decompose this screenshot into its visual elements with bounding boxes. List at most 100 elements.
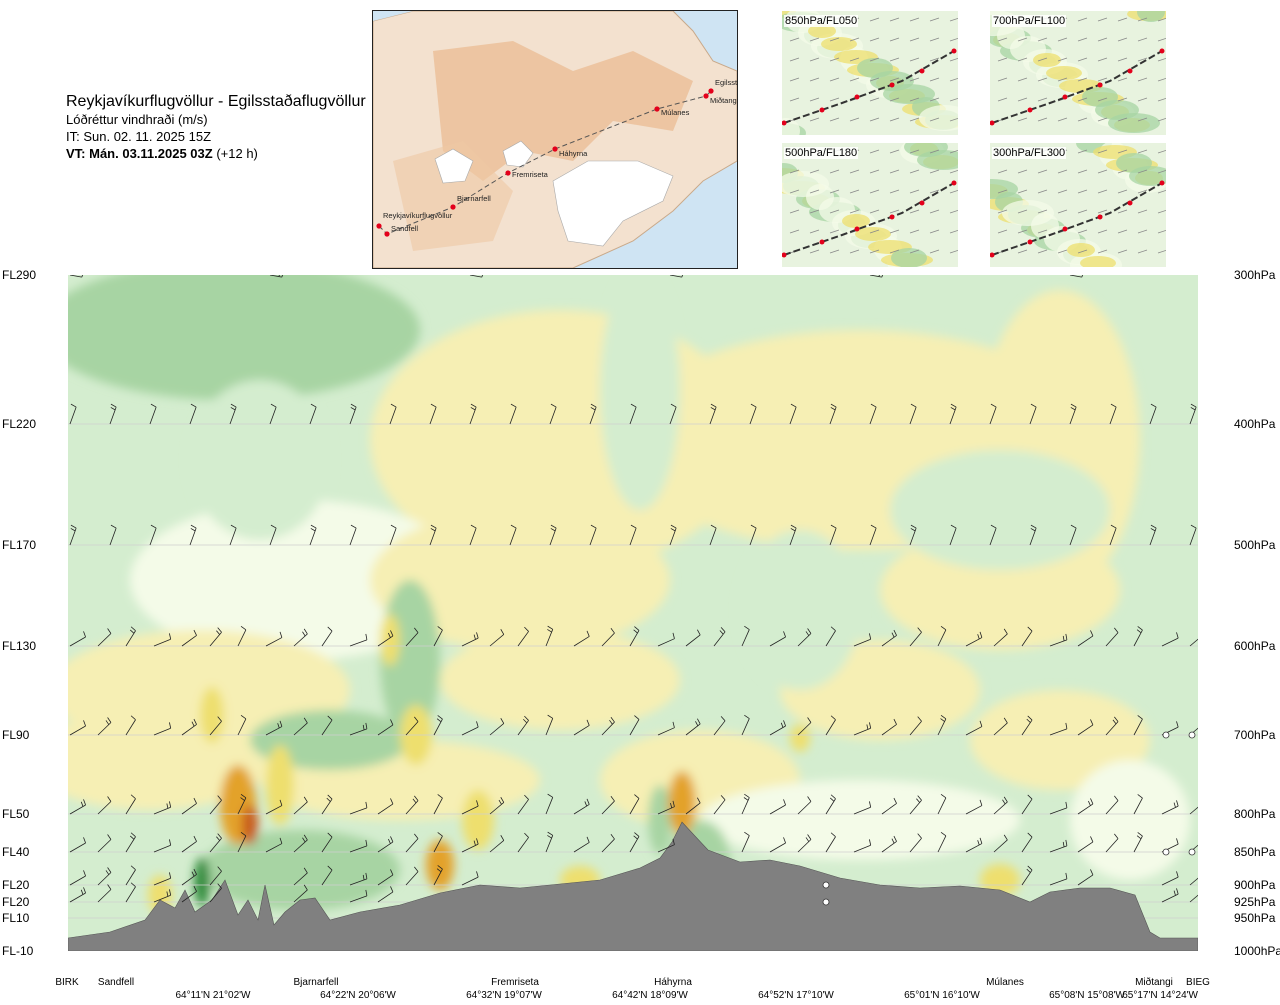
mini-map-barb	[929, 229, 940, 234]
mini-map-waypoint	[889, 214, 895, 220]
wind-barb	[1109, 524, 1117, 546]
route-waypoint-marker	[654, 106, 660, 112]
wind-barb	[509, 403, 517, 425]
mini-map-barb	[1117, 17, 1128, 22]
mini-map-barb	[1137, 229, 1148, 234]
mini-map-barb	[949, 229, 958, 234]
mini-map-barb	[997, 169, 1008, 174]
pressure-level-label: 500hPa	[1234, 538, 1276, 552]
wind-barb	[869, 403, 877, 425]
wind-barb	[909, 833, 922, 853]
wind-barb	[741, 793, 750, 815]
wind-barb	[125, 865, 136, 886]
mini-map-barb	[1137, 37, 1148, 42]
wind-barb	[657, 721, 675, 736]
flight-level-label: FL20	[2, 878, 30, 892]
wind-barb	[209, 795, 222, 815]
wind-barb	[469, 524, 477, 546]
mini-map-barb	[1157, 189, 1166, 194]
flight-level-label: FL90	[2, 728, 30, 742]
wind-barb	[1049, 633, 1068, 647]
mini-map-barb	[1097, 117, 1108, 122]
wind-barb	[1049, 839, 1068, 853]
mini-map-barb	[1037, 57, 1048, 62]
route-waypoint-marker	[708, 88, 714, 94]
mini-map-barb	[1057, 209, 1068, 214]
wind-barb	[573, 719, 590, 736]
wind-barb	[429, 524, 437, 546]
wind-barb	[97, 834, 112, 853]
mini-map-waypoint	[990, 120, 995, 126]
wind-barb	[461, 800, 479, 815]
mini-map-barb	[849, 189, 860, 194]
wind-barb	[949, 524, 957, 546]
mini-map-barb	[1037, 37, 1048, 42]
mini-map-barb	[1157, 249, 1166, 254]
wind-barb	[433, 865, 443, 886]
mini-map-barb	[889, 17, 900, 22]
mini-map-barb	[1157, 149, 1166, 154]
mini-map-barb	[929, 209, 940, 214]
wind-barb	[181, 868, 197, 886]
mini-map-barb	[889, 169, 900, 174]
wind-barb	[829, 403, 837, 425]
vertical-wind-patch	[194, 857, 210, 907]
mini-map-field-patch	[1002, 200, 1054, 226]
map-waypoint-label: Sandfell	[391, 224, 418, 233]
mini-map-barb	[1077, 149, 1088, 154]
flight-level-label: FL170	[2, 538, 36, 552]
mini-map-barb	[869, 57, 880, 62]
mini-map-field-patch	[1116, 153, 1152, 173]
mini-map-barb	[829, 169, 840, 174]
mini-map-field-patch	[990, 179, 1018, 199]
coordinate-label: 65°08'N 15°08'W	[1049, 990, 1125, 1001]
mini-map-barb	[789, 77, 800, 82]
wind-barb	[349, 633, 368, 647]
mini-map-barb	[1117, 57, 1128, 62]
wind-barb	[517, 626, 529, 647]
mini-map-barb	[869, 149, 880, 154]
vertical-wind-patch	[250, 710, 410, 770]
wind-barb	[1149, 403, 1157, 425]
mini-map-barb	[1117, 117, 1128, 122]
mini-map-barb	[1077, 37, 1088, 42]
wind-barb	[321, 865, 333, 886]
mini-map-barb	[1097, 17, 1108, 22]
wind-barb	[69, 403, 77, 425]
wind-barb	[1077, 719, 1094, 736]
mini-map-850-label: 850hPa/FL050	[784, 15, 859, 27]
mini-map-waypoint	[782, 252, 787, 258]
mini-map-500: 500hPa/FL180	[782, 143, 958, 267]
wind-barb	[125, 715, 136, 736]
wind-barb	[433, 794, 443, 815]
wind-barb	[965, 631, 983, 647]
mini-map-barb	[809, 37, 820, 42]
mini-map-barb	[869, 37, 880, 42]
mini-map-barb	[949, 17, 958, 22]
wind-barb	[153, 801, 172, 815]
mini-map-barb	[789, 169, 800, 174]
mini-map-waypoint	[1097, 214, 1103, 220]
mini-map-waypoint	[1127, 68, 1133, 74]
wind-barb	[349, 839, 368, 853]
wind-barb	[549, 524, 557, 546]
wind-barb	[1077, 836, 1094, 853]
mini-map-barb	[1037, 77, 1048, 82]
wind-barb	[545, 831, 554, 853]
mini-map-barb	[1137, 17, 1148, 22]
vertical-wind-patch	[740, 530, 860, 690]
mini-map-barb	[809, 97, 820, 102]
mini-map-barb	[809, 169, 820, 174]
mini-map-barb	[909, 229, 920, 234]
wind-barb	[461, 721, 479, 736]
lead-time: (+12 h)	[216, 146, 258, 161]
wind-barb	[349, 872, 368, 886]
chart-header: Reykjavíkurflugvöllur - Egilsstaðaflugvö…	[66, 92, 366, 162]
mini-map-barb	[949, 169, 958, 174]
wind-barb	[1105, 716, 1119, 736]
mini-map-barb	[869, 229, 880, 234]
wind-barb	[517, 794, 529, 815]
wind-barb	[685, 718, 701, 736]
wind-barb	[237, 625, 247, 647]
wind-barb	[209, 883, 222, 903]
